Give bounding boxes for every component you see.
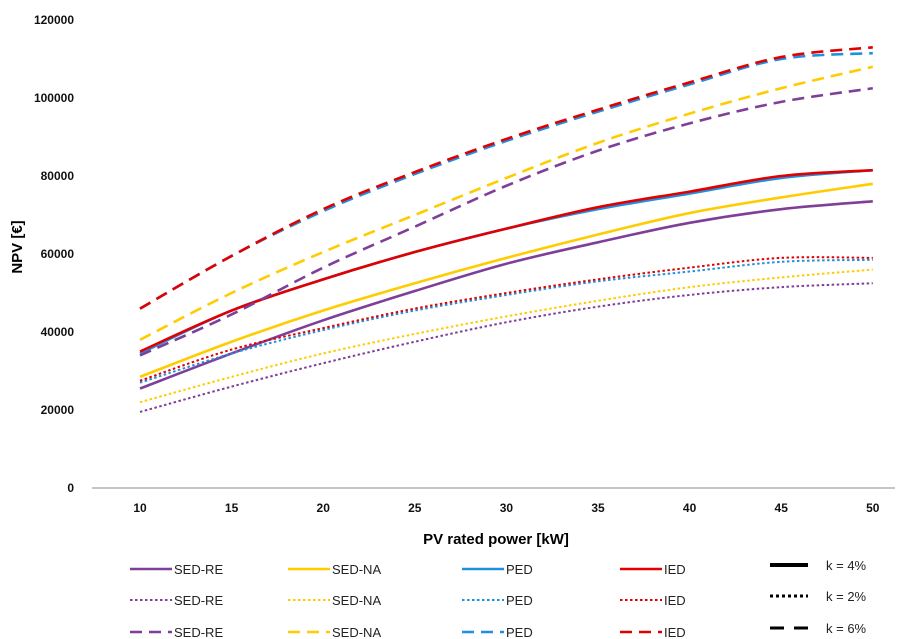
series-line-sed-na-dashed	[139, 65, 874, 341]
series-line-sed-re-dotted	[139, 282, 873, 413]
x-tick-label: 10	[133, 501, 147, 515]
series-line-sed-re-dashed	[139, 86, 873, 357]
legend-label: PED	[506, 625, 533, 639]
y-tick-label: 40000	[41, 325, 75, 339]
x-axis-title: PV rated power [kW]	[423, 531, 569, 548]
y-tick-label: 20000	[41, 403, 75, 417]
y-axis-ticks: 0 20000 40000 60000 80000 100000 120000	[34, 13, 74, 495]
x-tick-label: 15	[225, 501, 239, 515]
legend-label: IED	[664, 562, 686, 577]
legend-label: IED	[664, 593, 686, 608]
legend-key-label: k = 2%	[826, 589, 867, 604]
series-line-ped-solid	[139, 168, 873, 355]
y-tick-label: 120000	[34, 13, 74, 27]
x-tick-label: 50	[866, 501, 880, 515]
legend-label: SED-NA	[332, 593, 381, 608]
x-tick-label: 45	[775, 501, 789, 515]
series-line-ied-dashed	[139, 46, 873, 310]
x-tick-label: 40	[683, 501, 697, 515]
series-line-ped-dotted	[139, 258, 873, 384]
series-line-sed-na-dotted	[139, 268, 873, 404]
x-tick-label: 20	[317, 501, 331, 515]
x-tick-label: 25	[408, 501, 422, 515]
legend-label: PED	[506, 593, 533, 608]
legend-key-label: k = 6%	[826, 621, 867, 636]
y-tick-label: 80000	[41, 169, 75, 183]
y-axis-title: NPV [€]	[9, 220, 26, 273]
legend-label: SED-RE	[174, 593, 223, 608]
legend-label: PED	[506, 562, 533, 577]
series-line-sed-re-solid	[139, 200, 873, 390]
x-tick-label: 35	[591, 501, 605, 515]
series-lines	[139, 46, 874, 413]
y-tick-label: 60000	[41, 247, 75, 261]
x-tick-label: 30	[500, 501, 514, 515]
legend-label: SED-NA	[332, 562, 381, 577]
series-line-ied-dotted	[139, 256, 873, 382]
y-tick-label: 100000	[34, 91, 74, 105]
legend-label: IED	[664, 625, 686, 639]
x-axis-ticks: 10 15 20 25 30 35 40 45 50	[133, 501, 879, 515]
series-line-ped-dashed	[139, 51, 873, 310]
y-tick-label: 0	[67, 481, 74, 495]
legend-label: SED-NA	[332, 625, 381, 639]
legend: SED-RE SED-NA PED IED k = 4% SED-RE SED-NA PED I…	[130, 558, 867, 639]
series-line-ied-solid	[139, 168, 873, 353]
series-line-sed-na-solid	[139, 182, 873, 379]
legend-label: SED-RE	[174, 562, 223, 577]
legend-key-label: k = 4%	[826, 558, 867, 573]
legend-label: SED-RE	[174, 625, 223, 639]
